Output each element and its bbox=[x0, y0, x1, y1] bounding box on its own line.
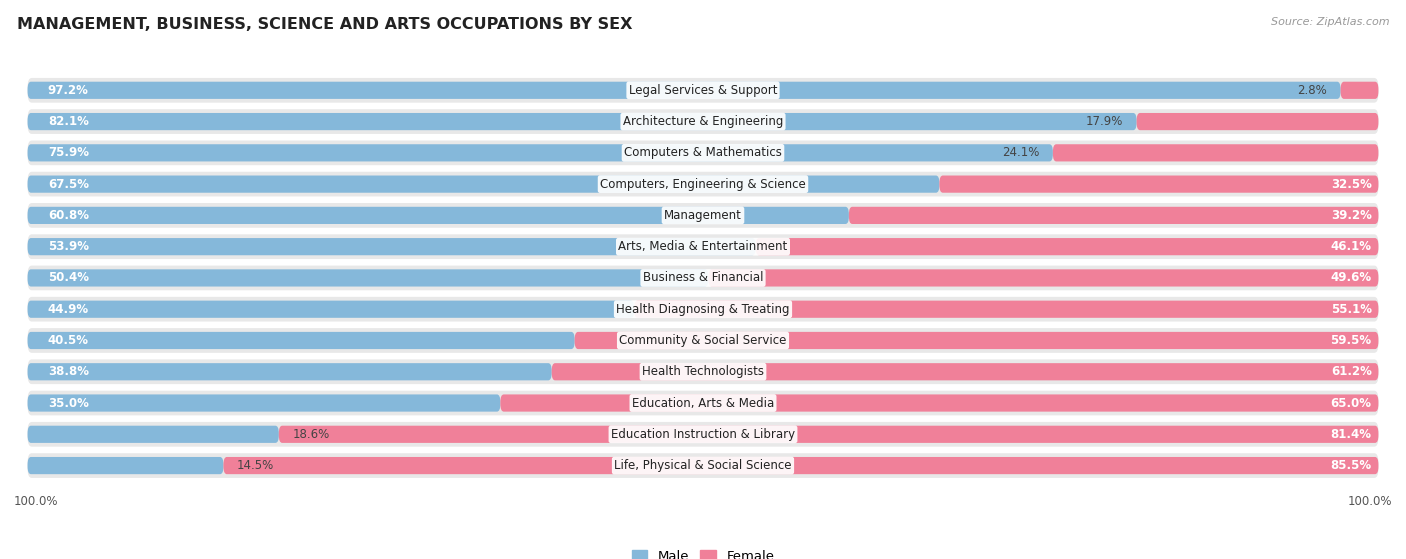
Text: Health Technologists: Health Technologists bbox=[643, 365, 763, 378]
FancyBboxPatch shape bbox=[755, 238, 1378, 255]
Text: 81.4%: 81.4% bbox=[1330, 428, 1372, 441]
FancyBboxPatch shape bbox=[28, 395, 501, 411]
Text: 38.8%: 38.8% bbox=[48, 365, 89, 378]
FancyBboxPatch shape bbox=[939, 176, 1378, 193]
Text: Source: ZipAtlas.com: Source: ZipAtlas.com bbox=[1271, 17, 1389, 27]
Text: 97.2%: 97.2% bbox=[48, 84, 89, 97]
Text: 40.5%: 40.5% bbox=[48, 334, 89, 347]
Text: Health Diagnosing & Treating: Health Diagnosing & Treating bbox=[616, 303, 790, 316]
FancyBboxPatch shape bbox=[28, 391, 1378, 415]
Text: 85.5%: 85.5% bbox=[1330, 459, 1372, 472]
FancyBboxPatch shape bbox=[28, 422, 1378, 447]
Text: 24.1%: 24.1% bbox=[1002, 146, 1039, 159]
Text: Computers, Engineering & Science: Computers, Engineering & Science bbox=[600, 178, 806, 191]
Text: Management: Management bbox=[664, 209, 742, 222]
Text: Life, Physical & Social Science: Life, Physical & Social Science bbox=[614, 459, 792, 472]
Text: 44.9%: 44.9% bbox=[48, 303, 89, 316]
Text: 60.8%: 60.8% bbox=[48, 209, 89, 222]
Text: Education, Arts & Media: Education, Arts & Media bbox=[631, 396, 775, 410]
Text: 17.9%: 17.9% bbox=[1085, 115, 1123, 128]
Text: Business & Financial: Business & Financial bbox=[643, 272, 763, 285]
FancyBboxPatch shape bbox=[28, 457, 224, 474]
FancyBboxPatch shape bbox=[28, 82, 1340, 99]
Text: 46.1%: 46.1% bbox=[1330, 240, 1372, 253]
Text: 100.0%: 100.0% bbox=[14, 495, 59, 508]
Text: 55.1%: 55.1% bbox=[1330, 303, 1372, 316]
Text: 53.9%: 53.9% bbox=[48, 240, 89, 253]
FancyBboxPatch shape bbox=[28, 203, 1378, 228]
FancyBboxPatch shape bbox=[28, 426, 278, 443]
Text: Arts, Media & Entertainment: Arts, Media & Entertainment bbox=[619, 240, 787, 253]
FancyBboxPatch shape bbox=[28, 297, 1378, 321]
FancyBboxPatch shape bbox=[28, 172, 1378, 196]
Text: Architecture & Engineering: Architecture & Engineering bbox=[623, 115, 783, 128]
FancyBboxPatch shape bbox=[28, 78, 1378, 103]
Text: 18.6%: 18.6% bbox=[292, 428, 329, 441]
FancyBboxPatch shape bbox=[1053, 144, 1378, 162]
Text: 67.5%: 67.5% bbox=[48, 178, 89, 191]
FancyBboxPatch shape bbox=[1340, 82, 1378, 99]
FancyBboxPatch shape bbox=[28, 453, 1378, 478]
FancyBboxPatch shape bbox=[224, 457, 1378, 474]
FancyBboxPatch shape bbox=[551, 363, 1378, 380]
Legend: Male, Female: Male, Female bbox=[626, 544, 780, 559]
FancyBboxPatch shape bbox=[1136, 113, 1378, 130]
Text: 82.1%: 82.1% bbox=[48, 115, 89, 128]
FancyBboxPatch shape bbox=[634, 301, 1378, 318]
FancyBboxPatch shape bbox=[501, 395, 1378, 411]
FancyBboxPatch shape bbox=[849, 207, 1378, 224]
Text: 65.0%: 65.0% bbox=[1330, 396, 1372, 410]
Text: 61.2%: 61.2% bbox=[1331, 365, 1372, 378]
FancyBboxPatch shape bbox=[28, 113, 1136, 130]
Text: Community & Social Service: Community & Social Service bbox=[619, 334, 787, 347]
Text: 49.6%: 49.6% bbox=[1330, 272, 1372, 285]
Text: 32.5%: 32.5% bbox=[1331, 178, 1372, 191]
FancyBboxPatch shape bbox=[28, 144, 1053, 162]
Text: 2.8%: 2.8% bbox=[1298, 84, 1327, 97]
Text: 14.5%: 14.5% bbox=[238, 459, 274, 472]
FancyBboxPatch shape bbox=[28, 238, 755, 255]
Text: MANAGEMENT, BUSINESS, SCIENCE AND ARTS OCCUPATIONS BY SEX: MANAGEMENT, BUSINESS, SCIENCE AND ARTS O… bbox=[17, 17, 633, 32]
FancyBboxPatch shape bbox=[28, 269, 709, 287]
FancyBboxPatch shape bbox=[575, 332, 1378, 349]
FancyBboxPatch shape bbox=[28, 176, 939, 193]
FancyBboxPatch shape bbox=[28, 328, 1378, 353]
FancyBboxPatch shape bbox=[28, 266, 1378, 290]
FancyBboxPatch shape bbox=[28, 359, 1378, 384]
FancyBboxPatch shape bbox=[28, 301, 634, 318]
FancyBboxPatch shape bbox=[28, 363, 551, 380]
FancyBboxPatch shape bbox=[709, 269, 1378, 287]
FancyBboxPatch shape bbox=[28, 140, 1378, 165]
FancyBboxPatch shape bbox=[28, 234, 1378, 259]
Text: Education Instruction & Library: Education Instruction & Library bbox=[612, 428, 794, 441]
FancyBboxPatch shape bbox=[28, 109, 1378, 134]
Text: 59.5%: 59.5% bbox=[1330, 334, 1372, 347]
Text: Legal Services & Support: Legal Services & Support bbox=[628, 84, 778, 97]
FancyBboxPatch shape bbox=[278, 426, 1378, 443]
Text: Computers & Mathematics: Computers & Mathematics bbox=[624, 146, 782, 159]
Text: 75.9%: 75.9% bbox=[48, 146, 89, 159]
Text: 100.0%: 100.0% bbox=[1347, 495, 1392, 508]
FancyBboxPatch shape bbox=[28, 207, 849, 224]
FancyBboxPatch shape bbox=[28, 332, 575, 349]
Text: 39.2%: 39.2% bbox=[1331, 209, 1372, 222]
Text: 50.4%: 50.4% bbox=[48, 272, 89, 285]
Text: 35.0%: 35.0% bbox=[48, 396, 89, 410]
